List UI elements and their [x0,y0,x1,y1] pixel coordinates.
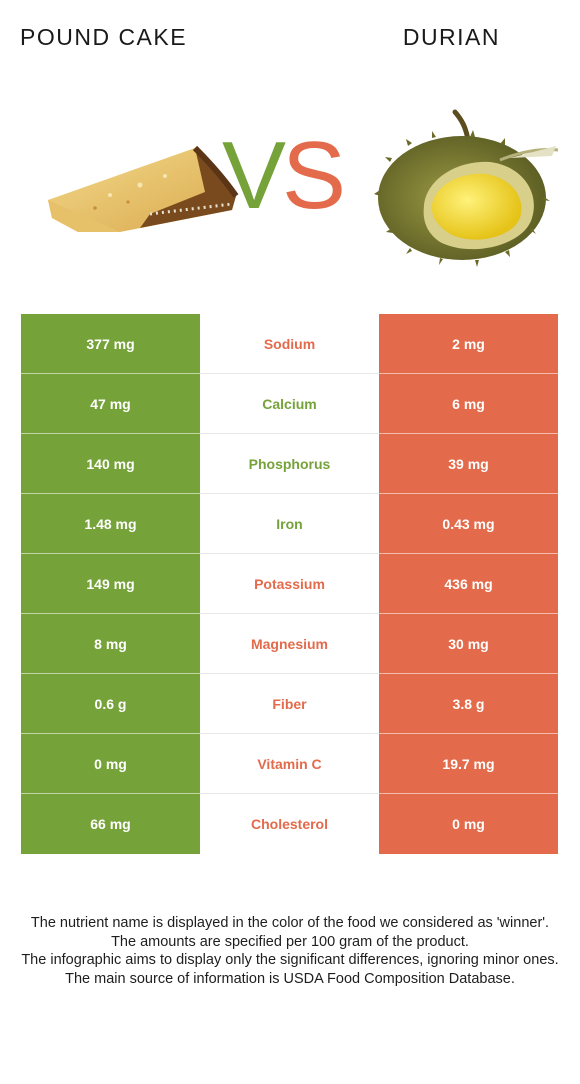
left-food-value: 66 mg [21,794,200,854]
table-row: 0 mg Vitamin C 19.7 mg [21,734,558,794]
right-food-value: 3.8 g [379,674,558,734]
right-food-value: 19.7 mg [379,734,558,794]
table-row: 377 mg Sodium 2 mg [21,314,558,374]
nutrient-comparison-table: 377 mg Sodium 2 mg 47 mg Calcium 6 mg 140 mg Ph… [21,314,558,854]
right-food-value: 39 mg [379,434,558,494]
footnote-line: The infographic aims to display only the… [21,952,559,968]
food-images [48,109,559,267]
nutrient-name: Magnesium [200,614,379,674]
table-row: 47 mg Calcium 6 mg [21,374,558,434]
left-food-value: 47 mg [21,374,200,434]
pound-cake-image [48,145,239,232]
right-food-value: 2 mg [379,314,558,374]
table-row: 140 mg Phosphorus 39 mg [21,434,558,494]
nutrient-name: Vitamin C [200,734,379,794]
footnote-line: The amounts are specified per 100 gram o… [111,933,469,950]
footnote-line: The main source of information is USDA F… [65,970,515,987]
right-food-title: DURIAN [402,24,500,50]
nutrient-name: Iron [200,494,379,554]
left-food-value: 149 mg [21,554,200,614]
left-food-value: 0 mg [21,734,200,794]
left-food-value: 0.6 g [21,674,200,734]
nutrient-name: Sodium [200,314,379,374]
right-food-value: 0 mg [379,794,558,854]
footnote-line: The nutrient name is displayed in the co… [30,915,550,931]
footnotes: The nutrient name is displayed in the co… [18,914,562,988]
vs-letter-v: V [222,122,286,229]
vs-letter-s: S [282,122,346,229]
nutrient-name: Calcium [200,374,379,434]
right-food-value: 436 mg [379,554,558,614]
right-food-value: 6 mg [379,374,558,434]
left-food-value: 8 mg [21,614,200,674]
table-row: 149 mg Potassium 436 mg [21,554,558,614]
nutrient-name: Potassium [200,554,379,614]
durian-image [374,109,559,267]
table-row: 0.6 g Fiber 3.8 g [21,674,558,734]
nutrient-name: Phosphorus [200,434,379,494]
right-food-value: 30 mg [379,614,558,674]
nutrient-name: Cholesterol [200,794,379,854]
right-food-value: 0.43 mg [379,494,558,554]
left-food-value: 1.48 mg [21,494,200,554]
left-food-title: POUND CAKE [20,24,188,50]
table-row: 8 mg Magnesium 30 mg [21,614,558,674]
table-row: 1.48 mg Iron 0.43 mg [21,494,558,554]
left-food-value: 377 mg [21,314,200,374]
table-row: 66 mg Cholesterol 0 mg [21,794,558,854]
vs-label: VS [222,128,346,224]
nutrient-name: Fiber [200,674,379,734]
left-food-value: 140 mg [21,434,200,494]
